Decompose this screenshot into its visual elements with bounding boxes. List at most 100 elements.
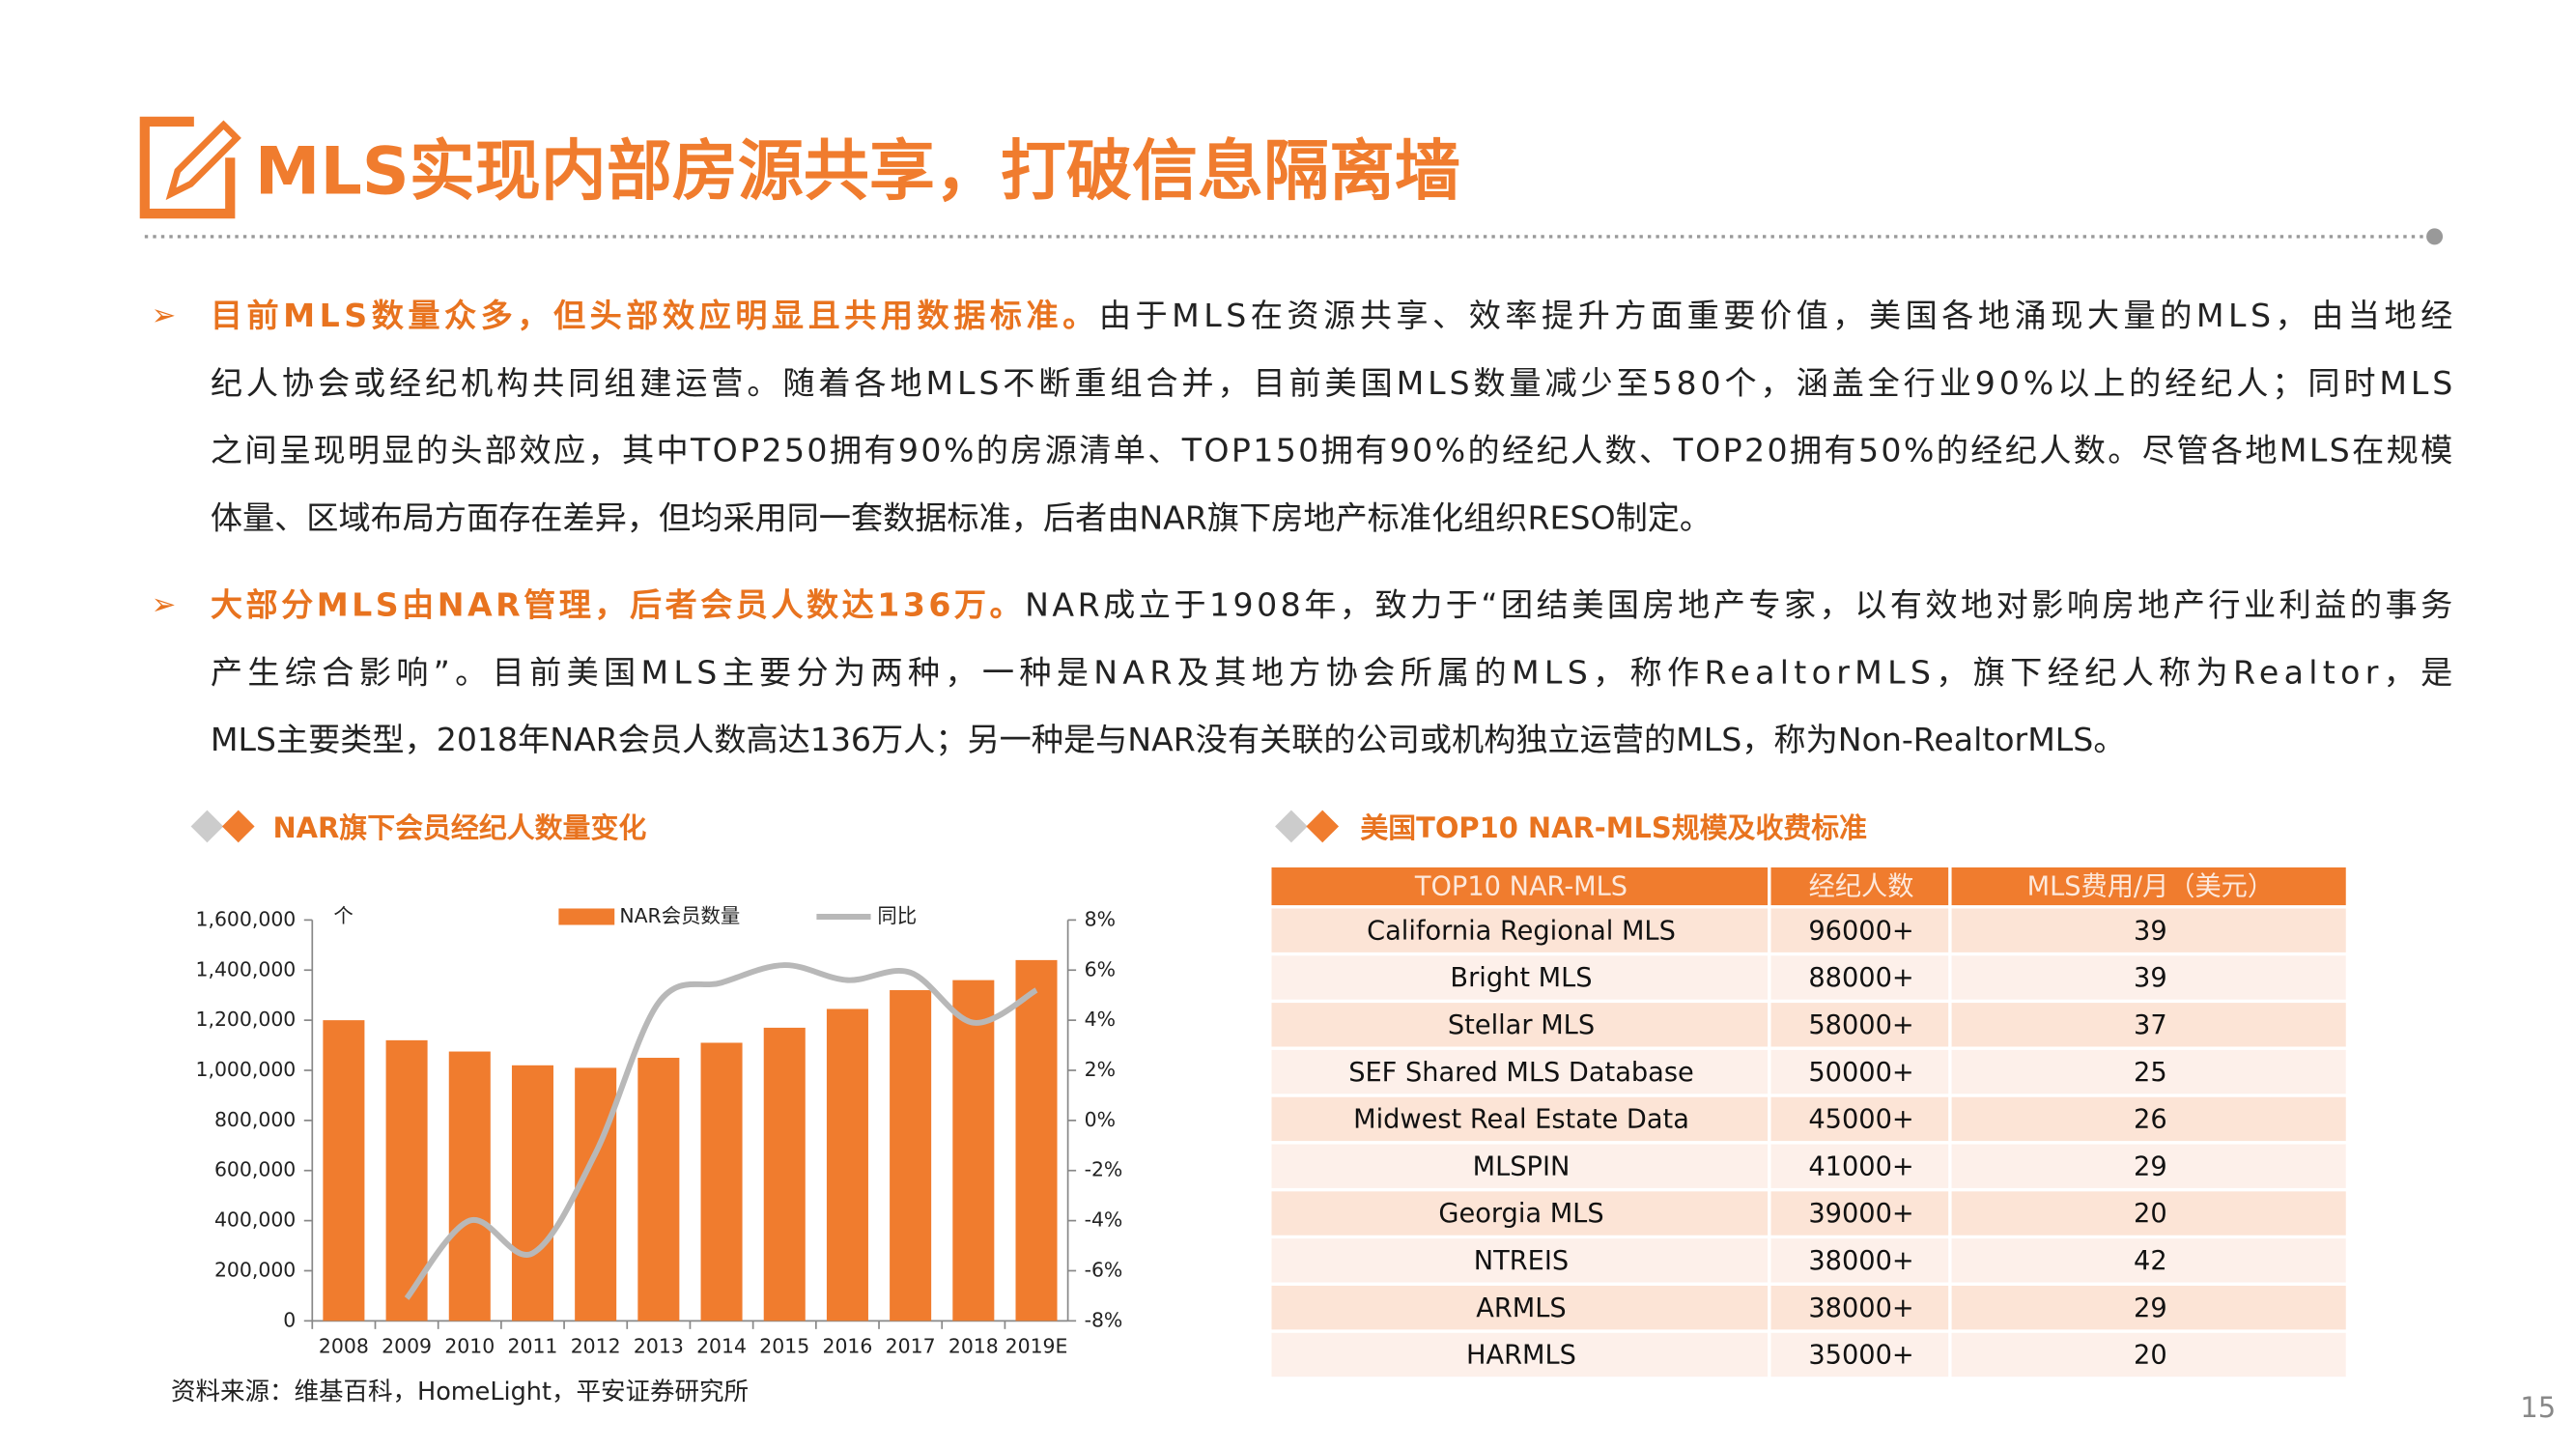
cell-text: 41000+ xyxy=(1808,1151,1913,1181)
line xyxy=(404,962,1038,1300)
table-cell xyxy=(1271,1144,1769,1188)
paragraph-line: 目前MLS数量众多，但头部效应明显且共用数据标准。 由于MLS在资源共享、效率提升… xyxy=(211,297,2452,334)
chart-title: NAR旗下会员经纪人数量变化 xyxy=(272,811,646,844)
bar xyxy=(323,1020,365,1321)
cell-text: California Regional MLS xyxy=(1367,916,1676,946)
x-tick-label: 2010 xyxy=(444,1335,495,1358)
bar xyxy=(890,990,932,1321)
paragraph-line: 之间呈现明显的头部效应，其中TOP250拥有90%的房源清单、TOP150拥有9… xyxy=(211,431,2452,469)
y2-tick-label: -2% xyxy=(1085,1158,1123,1181)
chart-heading-icon xyxy=(190,810,255,843)
cell-text: MLSPIN xyxy=(1473,1151,1571,1181)
table-cell xyxy=(1951,1049,2346,1094)
cell-text: 58000+ xyxy=(1808,1010,1913,1040)
table-cell xyxy=(1951,955,2346,1000)
y2-tick-label: 6% xyxy=(1085,957,1116,980)
table-cell xyxy=(1271,1191,1769,1236)
table-cell xyxy=(1951,1238,2346,1283)
cell-text: 39000+ xyxy=(1808,1199,1913,1229)
bullet-marker: ➢ xyxy=(152,299,177,333)
header-cell xyxy=(1770,867,1949,906)
paragraph-line: 体量、区域布局方面存在差异，但均采用同一套数据标准，后者由NAR旗下房地产标准化… xyxy=(211,498,1712,536)
cell-text: NTREIS xyxy=(1474,1246,1569,1276)
cell-text: 25 xyxy=(2134,1058,2167,1088)
table-cell xyxy=(1951,1003,2346,1047)
y2-tick-label: -8% xyxy=(1085,1308,1123,1331)
table-cell xyxy=(1271,1049,1769,1094)
y-tick-label: 400,000 xyxy=(214,1208,296,1232)
table-cell xyxy=(1770,955,1949,1000)
cell-text: SEF Shared MLS Database xyxy=(1348,1058,1694,1088)
y2-tick-label: 0% xyxy=(1085,1108,1116,1131)
x-tick-label: 2009 xyxy=(382,1335,432,1358)
y2-tick-label: 8% xyxy=(1085,907,1116,930)
bullet-marker: ➢ xyxy=(152,588,177,622)
table-cell xyxy=(1951,1191,2346,1236)
cell-text: HARMLS xyxy=(1466,1341,1576,1371)
paragraph-text: 纪人协会或经纪机构共同组建运营。随着各地MLS不断重组合并，目前美国MLS数量减… xyxy=(211,363,2452,401)
y2-tick-label: -4% xyxy=(1085,1208,1123,1232)
table-cell xyxy=(1951,1096,2346,1142)
table-cell xyxy=(1951,1285,2346,1330)
x-tick-label: 2018 xyxy=(948,1335,999,1358)
cell-text: 88000+ xyxy=(1808,963,1913,993)
y-unit: 个 xyxy=(333,904,353,927)
x-tick-label: 2016 xyxy=(822,1335,872,1358)
bullets: ➢ 目前MLS数量众多，但头部效应明显且共用数据标准。 由于MLS在资源共享、效率提… xyxy=(152,297,2453,758)
cell-text: 35000+ xyxy=(1808,1341,1913,1371)
x-tick-label: 2015 xyxy=(759,1335,809,1358)
table-title: 美国TOP10 NAR-MLS规模及收费标准 xyxy=(1360,811,1867,844)
legend-label: 同比 xyxy=(877,904,917,927)
table-cell xyxy=(1770,1096,1949,1142)
paragraph-line: 大部分MLS由NAR管理，后者会员人数达136万。 NAR成立于1908年，致力于… xyxy=(211,585,2452,623)
x-tick-label: 2008 xyxy=(319,1335,369,1358)
x-tick-label: 2017 xyxy=(886,1335,936,1358)
bar xyxy=(763,1027,806,1321)
cell-text: 20 xyxy=(2134,1341,2167,1371)
x-tick-label: 2013 xyxy=(634,1335,684,1358)
y2-tick-label: 4% xyxy=(1085,1008,1116,1031)
paragraph-text: NAR成立于1908年，致力于“团结美国房地产专家，以有效地对影响房地产行业利益… xyxy=(1025,585,2452,623)
paragraph-text: 由于MLS在资源共享、效率提升方面重要价值，美国各地涌现大量的MLS，由当地经 xyxy=(1099,297,2452,334)
page-number: 15 xyxy=(2520,1391,2556,1424)
divider-dot xyxy=(2426,228,2444,245)
bar xyxy=(511,1065,553,1321)
table-cell xyxy=(1770,1238,1949,1283)
cell-text: 96000+ xyxy=(1808,916,1913,946)
table-cell xyxy=(1271,955,1769,1000)
table-cell xyxy=(1770,1191,1949,1236)
header-text: MLS费用/月（美元） xyxy=(2027,872,2274,902)
bullet-lead: 大部分MLS由NAR管理，后者会员人数达136万。 xyxy=(211,585,1022,623)
cell-text: Stellar MLS xyxy=(1448,1010,1595,1040)
paragraph-line: 纪人协会或经纪机构共同组建运营。随着各地MLS不断重组合并，目前美国MLS数量减… xyxy=(211,363,2452,401)
paragraph-text: 体量、区域布局方面存在差异，但均采用同一套数据标准，后者由NAR旗下房地产标准化… xyxy=(211,498,1712,536)
y2-tick-label: -6% xyxy=(1085,1258,1123,1281)
table-cell xyxy=(1951,908,2346,952)
paragraph-text: MLS主要类型，2018年NAR会员人数高达136万人；另一种是与NAR没有关联… xyxy=(211,721,2126,758)
y-tick-label: 1,600,000 xyxy=(196,907,297,930)
table-cell xyxy=(1951,1332,2346,1378)
table-cell xyxy=(1770,1049,1949,1094)
cell-text: 50000+ xyxy=(1808,1058,1913,1088)
cell-text: 45000+ xyxy=(1808,1105,1913,1135)
table-cell xyxy=(1271,1332,1769,1378)
cell-text: Bright MLS xyxy=(1450,963,1592,993)
table-heading-icon xyxy=(1275,810,1340,843)
slide-title: MLS实现内部房源共享，打破信息隔离墙 xyxy=(255,134,1460,211)
paragraph-line: 产生综合影响”。目前美国MLS主要分为两种，一种是NAR及其地方协会所属的MLS… xyxy=(211,653,2452,691)
bar xyxy=(448,1051,491,1321)
bar xyxy=(637,1058,680,1321)
y-tick-label: 1,200,000 xyxy=(196,1008,297,1031)
bar xyxy=(575,1067,617,1321)
y-tick-label: 200,000 xyxy=(214,1258,296,1281)
bar xyxy=(1015,959,1058,1321)
cell-text: 26 xyxy=(2134,1105,2167,1135)
legend-label: NAR会员数量 xyxy=(619,904,740,927)
table-cell xyxy=(1271,1096,1769,1142)
cell-text: ARMLS xyxy=(1476,1293,1566,1323)
y-tick-label: 1,000,000 xyxy=(196,1058,297,1081)
header-text: TOP10 NAR-MLS xyxy=(1414,872,1628,902)
cell-text: 37 xyxy=(2134,1010,2167,1040)
cell-text: 20 xyxy=(2134,1199,2167,1229)
paragraph-line: MLS主要类型，2018年NAR会员人数高达136万人；另一种是与NAR没有关联… xyxy=(211,721,2126,758)
